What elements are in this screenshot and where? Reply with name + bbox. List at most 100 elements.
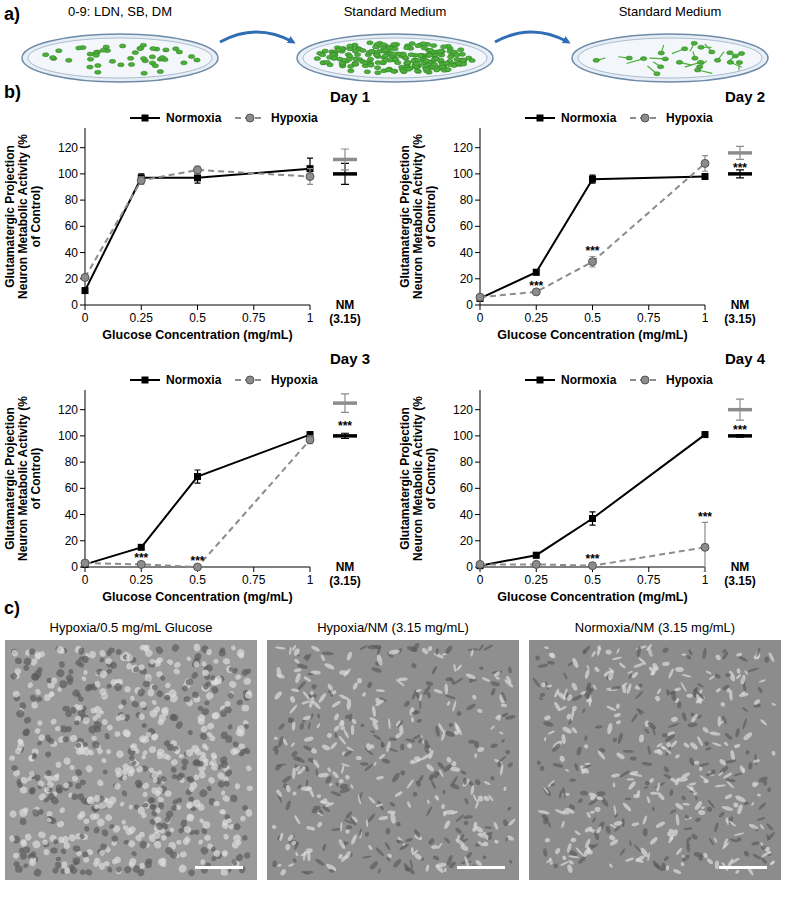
- texture-cell: [301, 700, 310, 705]
- texture-cell: [466, 703, 477, 712]
- texture-cell: [130, 665, 139, 674]
- cell: [401, 70, 407, 74]
- cell: [150, 47, 156, 51]
- texture-cell: [361, 692, 367, 698]
- texture-cell: [31, 839, 41, 849]
- texture-cell: [136, 687, 146, 697]
- texture-cell: [55, 761, 62, 768]
- y-tick-label: 60: [65, 481, 79, 495]
- x-tick-label: 0.25: [130, 311, 154, 325]
- y-axis-title-line: Glutamatergic Projection: [398, 407, 412, 550]
- texture-cell: [17, 744, 23, 751]
- texture-cell: [181, 684, 189, 692]
- texture-cell: [220, 868, 228, 876]
- texture-cell: [490, 776, 495, 781]
- texture-cell: [644, 728, 650, 735]
- texture-cell: [463, 815, 473, 820]
- cell: [372, 45, 378, 49]
- texture-cell: [31, 701, 39, 709]
- significance-mark: ***: [529, 279, 543, 293]
- texture-cell: [202, 821, 211, 830]
- control-bar: [728, 408, 752, 412]
- texture-cell: [437, 842, 443, 849]
- texture-cell: [147, 689, 154, 697]
- texture-cell: [502, 819, 509, 827]
- texture-cell: [276, 667, 283, 679]
- texture-cell: [150, 804, 158, 812]
- x-axis-title: Glucose Concentration (mg/mL): [102, 590, 292, 604]
- legend-label: Normoxia: [561, 111, 617, 125]
- texture-cell: [28, 647, 36, 656]
- x-tick: [197, 305, 198, 310]
- texture-cell: [494, 839, 499, 844]
- texture-cell: [685, 836, 692, 843]
- texture-cell: [198, 788, 209, 799]
- control-sublabel: (3.15): [724, 574, 755, 588]
- micrograph-texture: [532, 643, 777, 876]
- y-axis-title: Glutamatergic ProjectionNeuron Metabolic…: [398, 396, 438, 561]
- texture-cell: [346, 746, 354, 752]
- texture-cell: [366, 819, 369, 827]
- texture-cell: [218, 808, 225, 815]
- cell: [336, 48, 342, 52]
- data-point: [701, 543, 709, 551]
- texture-cell: [371, 666, 383, 673]
- texture-cell: [463, 856, 469, 867]
- texture-cell: [321, 744, 331, 752]
- texture-cell: [400, 744, 404, 751]
- cell: [404, 61, 410, 65]
- y-tick: [80, 226, 85, 227]
- texture-cell: [20, 776, 29, 785]
- texture-cell: [444, 868, 447, 873]
- cell: [658, 51, 664, 55]
- texture-cell: [571, 726, 578, 734]
- texture-cell: [106, 723, 114, 731]
- texture-cell: [748, 762, 753, 769]
- texture-cell: [173, 661, 182, 669]
- y-axis-title-line: Glutamatergic Projection: [3, 145, 17, 288]
- x-axis-title: Glucose Concentration (mg/mL): [497, 328, 687, 342]
- cell: [681, 47, 687, 51]
- data-point: [532, 560, 540, 568]
- texture-cell: [621, 682, 628, 688]
- x-tick-label: 0.75: [637, 311, 661, 325]
- cell: [137, 46, 143, 50]
- y-axis-title-line: Glutamatergic Projection: [3, 407, 17, 550]
- texture-cell: [494, 714, 501, 721]
- data-point: [194, 174, 201, 181]
- y-tick: [475, 252, 480, 253]
- texture-cell: [760, 718, 768, 726]
- texture-cell: [165, 831, 172, 838]
- texture-cell: [508, 666, 513, 673]
- texture-cell: [121, 728, 132, 739]
- texture-cell: [446, 701, 451, 707]
- texture-cell: [295, 851, 300, 856]
- texture-cell: [626, 683, 632, 694]
- texture-cell: [292, 767, 296, 779]
- texture-cell: [225, 665, 235, 675]
- texture-cell: [27, 681, 34, 689]
- texture-cell: [473, 822, 478, 829]
- error-bar: [533, 270, 539, 275]
- texture-cell: [389, 737, 397, 741]
- texture-cell: [56, 787, 64, 795]
- texture-cell: [83, 818, 90, 825]
- cell: [353, 62, 359, 66]
- texture-cell: [388, 649, 400, 656]
- texture-cell: [605, 649, 612, 655]
- texture-cell: [53, 839, 59, 845]
- cell: [352, 62, 358, 66]
- cell: [400, 53, 406, 57]
- texture-cell: [105, 650, 112, 657]
- texture-cell: [232, 740, 240, 748]
- texture-cell: [471, 694, 477, 700]
- x-tick: [310, 567, 311, 572]
- texture-cell: [595, 725, 603, 729]
- texture-cell: [552, 762, 563, 768]
- texture-cell: [169, 850, 178, 859]
- texture-cell: [505, 837, 509, 842]
- y-tick-label: 0: [466, 298, 473, 312]
- step-label: 0-9: LDN, SB, DM: [68, 4, 172, 19]
- texture-cell: [752, 853, 762, 860]
- texture-cell: [164, 790, 171, 797]
